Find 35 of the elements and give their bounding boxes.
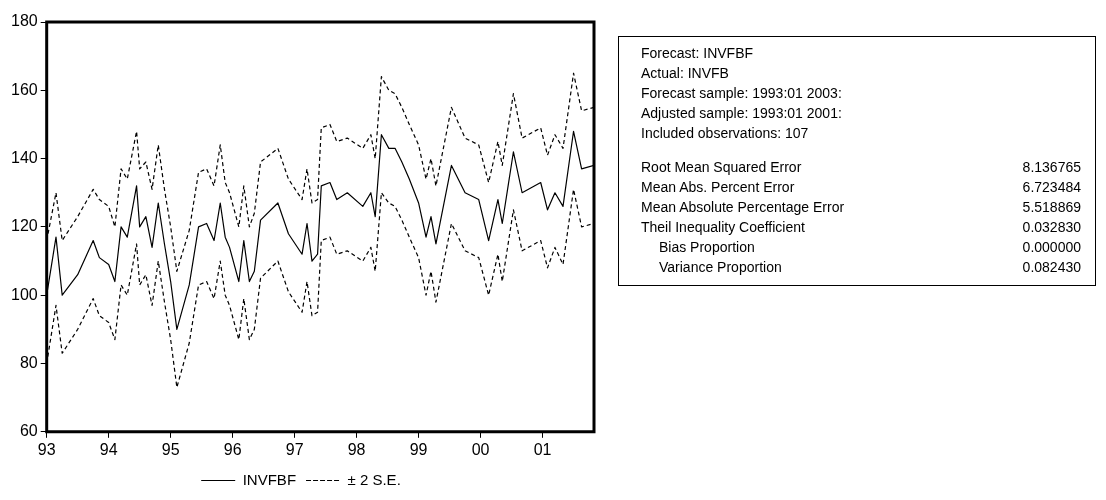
y-tick-label: 160: [10, 80, 38, 98]
x-tick-label: 01: [533, 440, 552, 458]
y-tick-label: 60: [19, 422, 38, 440]
y-tick-label: 180: [10, 12, 38, 30]
text: Forecast sample: 1993:01 2003:: [641, 84, 843, 103]
x-tick-label: 93: [37, 440, 56, 458]
y-tick-label: 140: [10, 149, 38, 167]
legend-label: INVFBF: [242, 470, 297, 488]
text: Included observations: 107: [641, 124, 810, 143]
text: 8.136765: [1022, 159, 1081, 175]
x-tick-label: 95: [161, 440, 180, 458]
legend-label: ± 2 S.E.: [347, 470, 401, 488]
category-label: Mean Abs. Percent Error: [641, 178, 795, 197]
text: 5.518869: [1022, 199, 1081, 215]
y-tick-label: 80: [19, 353, 38, 371]
text: Forecast: INVFBF: [641, 44, 755, 63]
y-tick-label: 100: [10, 285, 38, 303]
category-label: Mean Absolute Percentage Error: [641, 198, 845, 217]
category-label: Theil Inequality Coefficient: [641, 218, 805, 237]
text: Actual: INVFB: [641, 64, 730, 83]
text: 0.000000: [1022, 239, 1081, 255]
x-tick-label: 96: [223, 440, 242, 458]
text: 6.723484: [1022, 179, 1081, 195]
category-label: Bias Proportion: [659, 238, 755, 257]
text: Adjusted sample: 1993:01 2001:: [641, 104, 843, 123]
y-tick-label: 120: [10, 217, 38, 235]
x-tick-label: 00: [471, 440, 490, 458]
x-tick-label: 98: [347, 440, 366, 458]
category-label: Root Mean Squared Error: [641, 158, 802, 177]
x-tick-label: 97: [285, 440, 304, 458]
text: 0.032830: [1022, 219, 1081, 235]
category-label: Variance Proportion: [659, 258, 782, 277]
x-tick-label: 99: [409, 440, 428, 458]
text: 0.082430: [1022, 259, 1081, 275]
x-tick-label: 94: [99, 440, 118, 458]
